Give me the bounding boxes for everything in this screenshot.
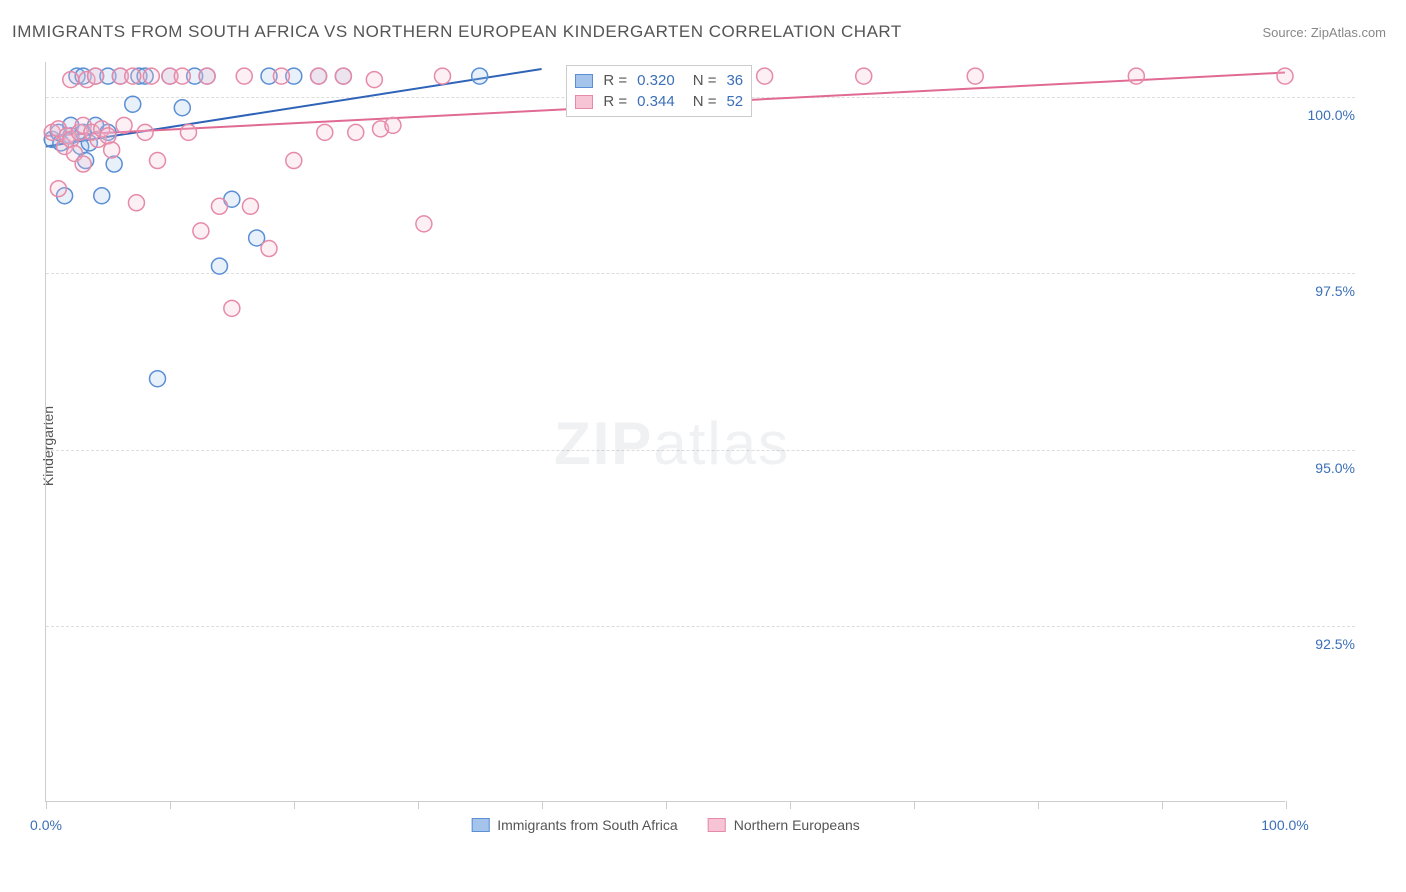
data-point (211, 198, 227, 214)
data-point (104, 142, 120, 158)
data-point (116, 117, 132, 133)
data-point (106, 156, 122, 172)
stats-row: R = 0.320 N = 36 (575, 70, 743, 91)
data-point (125, 68, 141, 84)
legend-swatch (471, 818, 489, 832)
n-value: 52 (726, 93, 743, 110)
x-tick (914, 801, 915, 809)
r-value: 0.344 (637, 93, 675, 110)
data-point (150, 371, 166, 387)
r-value: 0.320 (637, 72, 675, 89)
y-tick-label: 100.0% (1295, 107, 1355, 123)
y-tick-label: 97.5% (1295, 283, 1355, 299)
legend-swatch (708, 818, 726, 832)
data-point (75, 156, 91, 172)
data-point (416, 216, 432, 232)
y-tick-label: 95.0% (1295, 460, 1355, 476)
data-point (125, 96, 141, 112)
legend-item: Immigrants from South Africa (471, 817, 678, 833)
x-tick (1286, 801, 1287, 809)
x-tick (1038, 801, 1039, 809)
series-swatch (575, 74, 593, 88)
x-tick (1162, 801, 1163, 809)
scatter-svg (46, 62, 1285, 801)
r-label: R = (603, 93, 627, 110)
data-point (94, 188, 110, 204)
data-point (335, 68, 351, 84)
x-axis-min-label: 0.0% (30, 817, 62, 833)
data-point (757, 68, 773, 84)
x-tick (542, 801, 543, 809)
data-point (286, 153, 302, 169)
legend-label: Northern Europeans (734, 817, 860, 833)
x-tick (170, 801, 171, 809)
n-label: N = (693, 93, 717, 110)
correlation-stats-box: R = 0.320 N = 36 R = 0.344 N = 52 (566, 65, 752, 117)
data-point (224, 300, 240, 316)
data-point (174, 68, 190, 84)
x-tick (46, 801, 47, 809)
data-point (472, 68, 488, 84)
data-point (385, 117, 401, 133)
legend-label: Immigrants from South Africa (497, 817, 678, 833)
data-point (50, 181, 66, 197)
r-label: R = (603, 72, 627, 89)
data-point (967, 68, 983, 84)
y-tick-label: 92.5% (1295, 636, 1355, 652)
data-point (236, 68, 252, 84)
legend-item: Northern Europeans (708, 817, 860, 833)
x-axis-max-label: 100.0% (1261, 817, 1308, 833)
data-point (348, 124, 364, 140)
data-point (143, 68, 159, 84)
data-point (366, 72, 382, 88)
bottom-legend: Immigrants from South Africa Northern Eur… (471, 817, 860, 833)
chart-title: IMMIGRANTS FROM SOUTH AFRICA VS NORTHERN… (12, 22, 902, 42)
data-point (1128, 68, 1144, 84)
data-point (311, 68, 327, 84)
data-point (856, 68, 872, 84)
data-point (128, 195, 144, 211)
data-point (174, 100, 190, 116)
data-point (150, 153, 166, 169)
data-point (273, 68, 289, 84)
source-label: Source: ZipAtlas.com (1262, 25, 1386, 40)
data-point (211, 258, 227, 274)
x-tick (790, 801, 791, 809)
plot-area: ZIPatlas R =0.320N =36R =0.344N =52 Immi… (45, 62, 1285, 802)
n-value: 36 (726, 72, 743, 89)
series-swatch (575, 95, 593, 109)
x-tick (666, 801, 667, 809)
data-point (317, 124, 333, 140)
data-point (180, 124, 196, 140)
data-point (137, 124, 153, 140)
data-point (434, 68, 450, 84)
n-label: N = (693, 72, 717, 89)
data-point (199, 68, 215, 84)
data-point (63, 72, 79, 88)
data-point (193, 223, 209, 239)
data-point (88, 68, 104, 84)
data-point (261, 241, 277, 257)
data-point (1277, 68, 1293, 84)
x-tick (418, 801, 419, 809)
data-point (242, 198, 258, 214)
x-tick (294, 801, 295, 809)
stats-row: R = 0.344 N = 52 (575, 91, 743, 112)
